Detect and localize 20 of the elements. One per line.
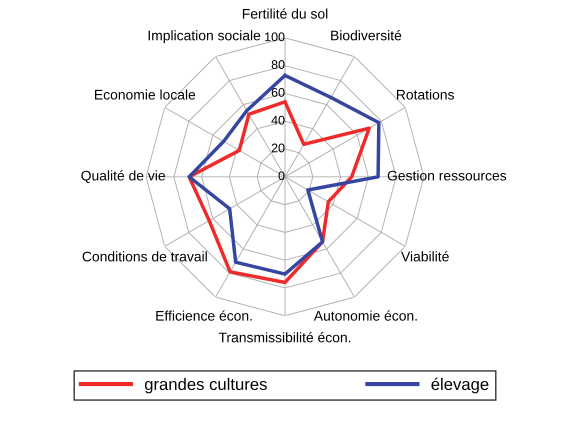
y-tick-label: 60: [272, 88, 285, 97]
spoke-label: Qualité de vie: [81, 170, 165, 184]
spoke-label: Biodiversité: [331, 30, 402, 40]
spoke-label: Fertilité du sol: [242, 8, 328, 19]
spoke-label: Implication sociale: [148, 30, 260, 44]
spoke-label: Rotations: [396, 89, 454, 100]
y-tick-label: 100: [265, 32, 285, 42]
spoke-label: Conditions de travail: [82, 251, 207, 262]
y-tick-label: 0: [278, 171, 285, 180]
spoke-label: Autonomie écon.: [314, 310, 417, 321]
spoke-label: Viabilité: [401, 251, 449, 262]
legend-label: élevage: [431, 378, 488, 394]
legend-label: grandes cultures: [144, 378, 267, 394]
y-tick-label: 80: [272, 60, 285, 70]
y-tick-label: 20: [272, 144, 285, 152]
spoke-label: Economie locale: [95, 89, 196, 100]
spoke-label: Transmissibilité écon.: [218, 332, 350, 342]
spoke-label: Gestion ressources: [388, 170, 506, 181]
y-tick-label: 40: [271, 116, 285, 125]
spoke-label: Efficience écon.: [156, 310, 252, 321]
